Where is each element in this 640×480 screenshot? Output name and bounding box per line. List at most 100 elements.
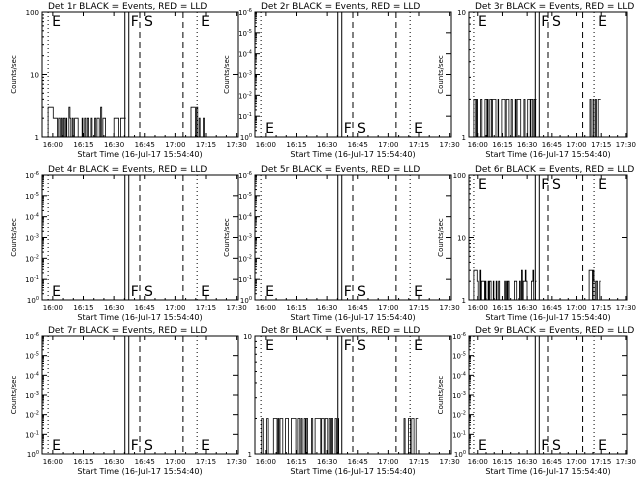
y-tick-label: 10-1	[25, 430, 39, 439]
y-tick-label: 10-5	[238, 192, 252, 201]
x-tick-label: 17:00	[566, 304, 586, 312]
x-tick-label: 16:30	[104, 304, 124, 312]
x-tick-label: 17:00	[378, 304, 398, 312]
chart-title: Det 2r BLACK = Events, RED = LLD	[261, 2, 420, 12]
chart-panel-3: Det 3r BLACK = Events, RED = LLD Counts/s…	[437, 2, 636, 159]
x-tick-label: 16:15	[492, 304, 512, 312]
marker-f-label: F	[541, 177, 549, 193]
marker-s-label: S	[357, 121, 366, 137]
chart-panel-7: Det 7r BLACK = Events, RED = LLD Counts/s…	[10, 326, 247, 476]
x-tick-label: 16:30	[104, 141, 124, 149]
x-tick-label: 16:00	[43, 304, 63, 312]
y-tick-label: 10-3	[25, 391, 39, 400]
y-axis-label: Counts/sec	[223, 218, 231, 257]
x-tick-label: 16:15	[286, 458, 306, 466]
x-tick-label: 16:15	[286, 304, 306, 312]
y-tick-label: 1	[462, 297, 466, 305]
y-tick-label: 100	[240, 133, 252, 142]
x-tick-label: 16:15	[492, 141, 512, 149]
chart-title: Det 6r BLACK = Events, RED = LLD	[475, 165, 634, 175]
marker-e-label: E	[478, 14, 487, 30]
y-tick-label: 10-6	[238, 8, 252, 17]
x-tick-label: 16:15	[286, 141, 306, 149]
y-axis-label: Counts/sec	[223, 55, 231, 94]
y-tick-label: 10-6	[452, 332, 466, 341]
y-tick-label: 10-5	[452, 352, 466, 361]
marker-s-label: S	[357, 338, 366, 354]
chart-panel-6: Det 6r BLACK = Events, RED = LLD Counts/s…	[437, 165, 636, 322]
y-axis-label: Counts/sec	[437, 218, 445, 257]
x-tick-label: 17:30	[616, 141, 636, 149]
y-tick-label: 10	[457, 9, 466, 17]
marker-s-label: S	[357, 284, 366, 300]
x-tick-label: 17:15	[591, 304, 611, 312]
x-tick-label: 17:00	[165, 458, 185, 466]
x-tick-label: 16:30	[317, 458, 337, 466]
marker-f-label: F	[344, 284, 352, 300]
chart-panel-1: Det 1r BLACK = Events, RED = LLD Counts/s…	[10, 2, 247, 159]
x-tick-label: 16:45	[542, 458, 562, 466]
marker-e-label: E	[265, 284, 274, 300]
x-tick-label: 16:30	[517, 304, 537, 312]
chart-title: Det 8r BLACK = Events, RED = LLD	[261, 326, 420, 336]
x-tick-label: 17:30	[616, 304, 636, 312]
chart-panel-5: Det 5r BLACK = Events, RED = LLD Counts/s…	[223, 165, 460, 322]
x-tick-label: 16:15	[73, 458, 93, 466]
x-tick-label: 17:15	[196, 304, 216, 312]
y-tick-label: 10-6	[25, 171, 39, 180]
marker-e-label: E	[478, 177, 487, 193]
x-tick-label: 17:30	[227, 304, 247, 312]
x-tick-label: 16:45	[348, 141, 368, 149]
x-tick-label: 16:00	[256, 458, 276, 466]
y-tick-label: 10	[30, 72, 39, 80]
x-axis-label: Start Time (16-Jul-17 15:54:40)	[290, 150, 415, 159]
x-axis-label: Start Time (16-Jul-17 15:54:40)	[77, 150, 202, 159]
x-tick-label: 16:15	[73, 141, 93, 149]
x-tick-label: 16:30	[104, 458, 124, 466]
marker-e-label: E	[598, 438, 607, 454]
marker-s-label: S	[144, 284, 153, 300]
marker-f-label: F	[131, 14, 139, 30]
y-tick-label: 100	[27, 450, 39, 459]
marker-e-label: E	[414, 338, 423, 354]
y-tick-label: 100	[454, 450, 466, 459]
marker-e-label: E	[52, 14, 61, 30]
y-tick-label: 10-3	[238, 234, 252, 243]
marker-e-label: E	[414, 284, 423, 300]
events-series-trace	[473, 99, 537, 138]
x-tick-label: 16:45	[135, 141, 155, 149]
x-tick-label: 16:15	[73, 304, 93, 312]
y-axis-label: Counts/sec	[10, 376, 18, 415]
y-axis-label: Counts/sec	[10, 218, 18, 257]
x-tick-label: 16:00	[43, 141, 63, 149]
marker-e-label: E	[598, 14, 607, 30]
y-tick-label: 10-6	[238, 171, 252, 180]
x-tick-label: 16:00	[43, 458, 63, 466]
x-tick-label: 17:30	[227, 458, 247, 466]
x-tick-label: 16:45	[348, 458, 368, 466]
x-tick-label: 17:00	[378, 458, 398, 466]
y-tick-label: 10-1	[238, 275, 252, 284]
y-tick-label: 10-1	[25, 275, 39, 284]
chart-panel-4: Det 4r BLACK = Events, RED = LLD Counts/s…	[10, 165, 247, 322]
marker-f-label: F	[344, 121, 352, 137]
y-tick-label: 10-5	[25, 352, 39, 361]
x-tick-label: 16:15	[492, 458, 512, 466]
x-tick-label: 17:15	[591, 458, 611, 466]
y-tick-label: 10-2	[238, 91, 252, 100]
x-tick-label: 17:15	[591, 141, 611, 149]
x-tick-label: 16:00	[256, 141, 276, 149]
x-tick-label: 17:00	[165, 141, 185, 149]
x-tick-label: 16:45	[542, 304, 562, 312]
x-tick-label: 17:00	[566, 141, 586, 149]
y-tick-label: 10-4	[25, 371, 39, 380]
chart-panel-9: Det 9r BLACK = Events, RED = LLD Counts/s…	[437, 326, 636, 476]
marker-e-label: E	[201, 284, 210, 300]
y-tick-label: 1	[462, 134, 466, 142]
x-tick-label: 16:00	[468, 458, 488, 466]
events-series-trace	[473, 269, 537, 301]
marker-f-label: F	[541, 438, 549, 454]
x-axis-label: Start Time (16-Jul-17 15:54:40)	[77, 467, 202, 476]
y-tick-label: 10-5	[25, 192, 39, 201]
